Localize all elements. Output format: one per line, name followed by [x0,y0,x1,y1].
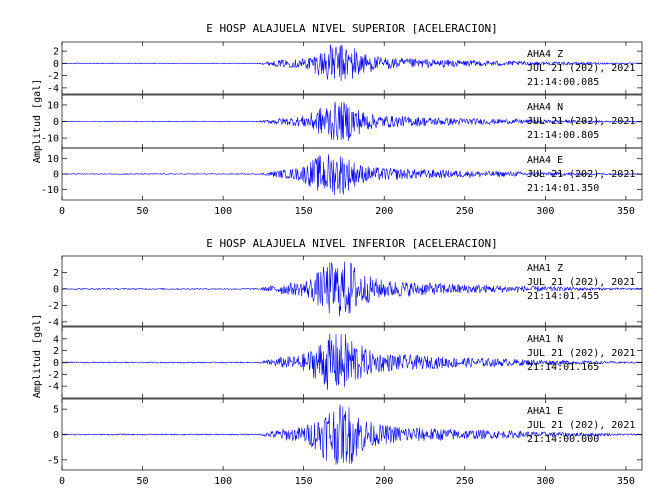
chart-group-2: E HOSP ALAJUELA NIVEL INFERIOR [ACELERAC… [32,237,643,487]
trace-panel-AHA4-E: 10 0 -10 AHA4 E JUL 21 (202), 2021 21:14:01.3… [41,147,643,201]
x-tick-label: 50 [137,476,149,487]
trace-date-label: JUL 21 (202), 2021 [527,169,635,180]
trace-panel-AHA1-N: 420-2-4 AHA1 N JUL 21 (202), 2021 21:14:01.… [47,326,643,399]
trace-panel-AHA4-N: 10 0 -10 AHA4 N JUL 21 (202), 2021 21:14:00.8… [41,94,643,149]
y-tick-label: 0 [53,358,59,369]
y-tick-label: -4 [47,317,59,328]
trace-time-label: 21:14:00.085 [527,77,599,88]
y-tick-label: -10 [41,134,59,145]
chart-title: E HOSP ALAJUELA NIVEL INFERIOR [ACELERAC… [206,237,497,250]
x-tick-label: 250 [456,476,474,487]
x-tick-label: 0 [59,476,65,487]
station-component-label: AHA4 N [527,102,563,113]
waveform-line [61,404,642,465]
y-tick-label: 5 [53,405,59,416]
y-tick-label: 0 [53,170,59,181]
panel-frame [61,255,643,327]
y-tick-label: 10 [47,100,59,111]
chart-title: E HOSP ALAJUELA NIVEL SUPERIOR [ACELERAC… [206,22,497,35]
y-tick-label: -4 [47,83,59,94]
x-tick-label: 300 [536,206,554,217]
y-tick-label: 0 [53,430,59,441]
trace-time-label: 21:14:01.350 [527,183,599,194]
y-tick-label: 4 [53,334,59,345]
x-tick-label: 100 [214,476,232,487]
y-tick-label: -2 [47,370,59,381]
y-tick-label: 10 [47,154,59,165]
x-tick-label: 300 [536,476,554,487]
waveform-line [61,333,642,390]
trace-date-label: JUL 21 (202), 2021 [527,420,635,431]
x-tick-label: 150 [295,206,313,217]
station-component-label: AHA1 Z [527,263,563,274]
waveform-line [61,261,642,317]
trace-time-label: 21:14:01.455 [527,291,599,302]
y-tick-label: 0 [53,284,59,295]
y-axis-label: Amplitud [gal] [32,314,43,398]
station-component-label: AHA1 N [527,334,563,345]
trace-date-label: JUL 21 (202), 2021 [527,277,635,288]
trace-time-label: 21:14:00.000 [527,434,599,445]
y-tick-label: -2 [47,301,59,312]
trace-date-label: JUL 21 (202), 2021 [527,63,635,74]
panel-frame [61,41,643,95]
y-tick-label: -5 [47,455,59,466]
x-tick-label: 350 [617,476,635,487]
station-component-label: AHA4 E [527,155,563,166]
trace-time-label: 21:14:01.165 [527,362,599,373]
y-tick-label: -2 [47,71,59,82]
y-tick-label: -4 [47,382,59,393]
chart-group-1: E HOSP ALAJUELA NIVEL SUPERIOR [ACELERAC… [32,22,643,217]
x-tick-label: 100 [214,206,232,217]
x-tick-label: 250 [456,206,474,217]
y-tick-label: 2 [53,346,59,357]
y-tick-label: 2 [53,47,59,58]
waveform-line [61,154,642,196]
trace-date-label: JUL 21 (202), 2021 [527,348,635,359]
trace-date-label: JUL 21 (202), 2021 [527,116,635,127]
trace-panel-AHA1-Z: 2 0 -2 -4 AHA1 Z JUL 21 (202), 2021 21:14:01.4… [47,255,643,328]
trace-time-label: 21:14:00.805 [527,130,599,141]
y-tick-label: 2 [53,268,59,279]
x-tick-label: 150 [295,476,313,487]
x-tick-label: 50 [137,206,149,217]
station-component-label: AHA4 Z [527,49,563,60]
trace-panel-AHA4-Z: 20-2-4 AHA4 Z JUL 21 (202), 2021 21:14:00.0… [47,41,643,95]
x-tick-label: 350 [617,206,635,217]
station-component-label: AHA1 E [527,406,563,417]
y-axis-label: Amplitud [gal] [32,79,43,163]
x-tick-label: 0 [59,206,65,217]
y-tick-label: -10 [41,185,59,196]
waveform-line [61,44,642,82]
y-tick-label: 0 [53,117,59,128]
x-tick-label: 200 [375,206,393,217]
x-tick-label: 200 [375,476,393,487]
y-tick-label: 0 [53,59,59,70]
trace-panel-AHA1-E: 5 0 -5 AHA1 E JUL 21 (202), 2021 21:14:00.000 [47,398,643,471]
waveform-line [61,101,642,142]
